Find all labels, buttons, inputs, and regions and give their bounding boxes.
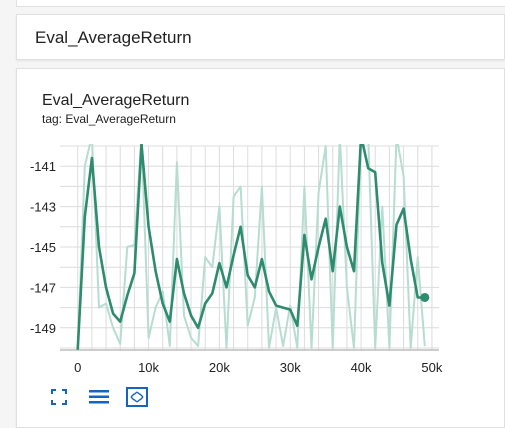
raw-series-line bbox=[76, 144, 426, 350]
y-tick-label: -143 bbox=[30, 200, 56, 215]
log-scale-button[interactable] bbox=[88, 387, 110, 407]
fullscreen-icon bbox=[51, 389, 67, 405]
y-tick-label: -145 bbox=[30, 240, 56, 255]
y-tick-label: -149 bbox=[30, 321, 56, 336]
smoothed-series bbox=[76, 144, 430, 350]
x-tick-label: 0 bbox=[74, 360, 81, 375]
chart-title: Eval_AverageReturn bbox=[42, 92, 190, 109]
x-tick-label: 10k bbox=[138, 360, 159, 375]
x-tick-label: 30k bbox=[280, 360, 301, 375]
run-group-header[interactable]: Eval_AverageReturn bbox=[16, 14, 505, 60]
x-tick-label: 20k bbox=[209, 360, 230, 375]
series-end-point bbox=[420, 292, 430, 302]
chart-axes: 0 10k 20k 30k 40k 50k -141 -143 -145 -147 -149 bbox=[30, 159, 443, 375]
y-tick-label: -141 bbox=[30, 159, 56, 174]
x-tick-label: 50k bbox=[421, 360, 442, 375]
raw-series bbox=[76, 144, 426, 350]
scalar-chart-card: Eval_AverageReturn tag: Eval_AverageRetu… bbox=[16, 68, 505, 428]
fit-domain-button[interactable] bbox=[126, 387, 148, 407]
y-tick-label: -147 bbox=[30, 280, 56, 295]
fullscreen-button[interactable] bbox=[48, 387, 70, 407]
chart-tag: tag: Eval_AverageReturn bbox=[42, 112, 176, 126]
line-chart[interactable]: 0 10k 20k 30k 40k 50k -141 -143 -145 -147 -149 bbox=[17, 69, 505, 379]
toggle-log-scale-icon bbox=[89, 390, 109, 404]
previous-card-edge bbox=[16, 0, 505, 7]
fit-domain-icon bbox=[126, 387, 148, 407]
smoothed-series-line bbox=[76, 144, 425, 350]
x-tick-label: 40k bbox=[351, 360, 372, 375]
run-group-title: Eval_AverageReturn bbox=[35, 28, 192, 47]
